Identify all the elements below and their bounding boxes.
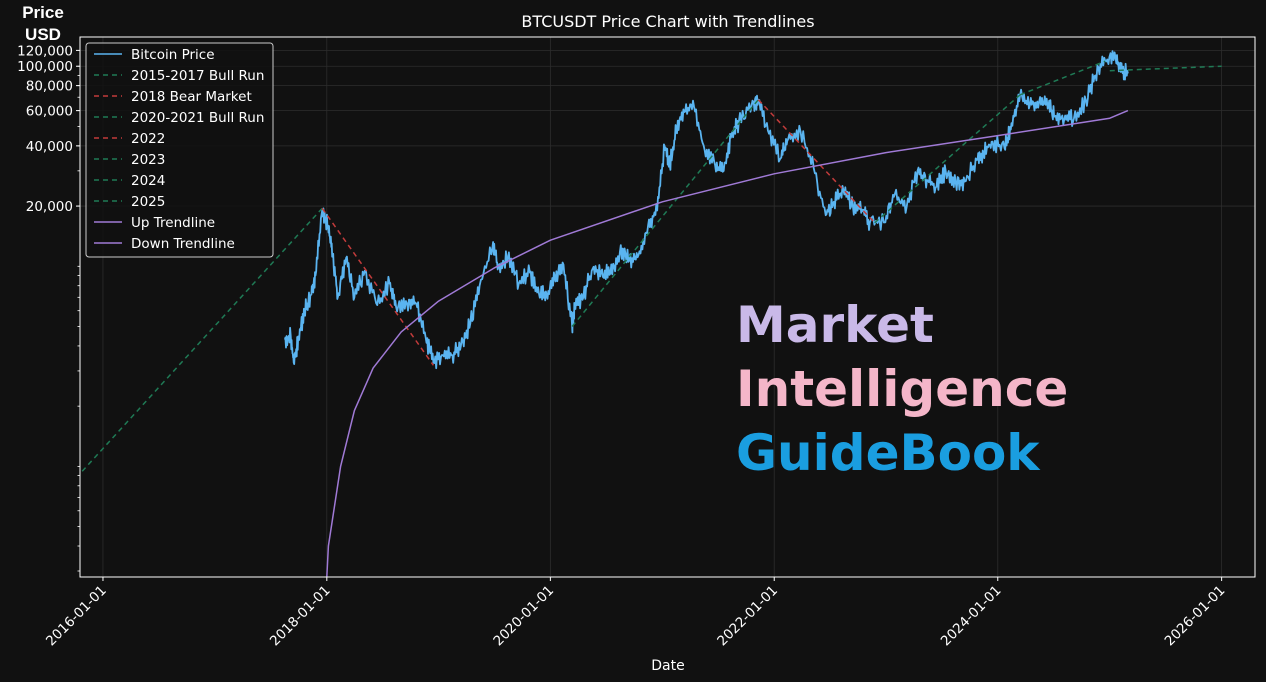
legend-label: 2020-2021 Bull Run (131, 110, 264, 126)
grid-layer (80, 37, 1255, 577)
x-tick-label: 2020-01-01 (490, 583, 557, 650)
legend-label: 2023 (131, 152, 165, 168)
series-line-2020-2021-bull-run (571, 99, 759, 327)
chart-title: BTCUSDT Price Chart with Trendlines (521, 12, 814, 31)
series-line-up-trendline (326, 109, 1129, 577)
series-line-2018-bear-market (321, 207, 435, 366)
y-axis-label: Price USD (8, 2, 78, 46)
series-line-2015-2017-bull-run (80, 207, 323, 475)
y-axis-label-line-2: USD (25, 25, 61, 44)
y-tick-label: 60,000 (26, 104, 73, 120)
y-tick-label: 80,000 (26, 79, 73, 95)
y-tick-label: 20,000 (26, 199, 73, 215)
series-line-2023 (874, 94, 1021, 224)
y-tick-label: 100,000 (17, 59, 73, 75)
series-line-bitcoin-price (284, 50, 1129, 370)
legend-label: 2024 (131, 173, 165, 189)
legend-label: 2022 (131, 131, 165, 147)
watermark-line-intelligence: Intelligence (736, 360, 1069, 418)
y-axis-label-line-1: Price (22, 3, 64, 22)
series-layer (80, 50, 1222, 577)
legend-box (85, 42, 274, 258)
series-line-2024 (1019, 60, 1106, 96)
watermark-line-guidebook: GuideBook (736, 424, 1040, 482)
x-axis-label: Date (651, 658, 684, 674)
legend-label: Bitcoin Price (131, 47, 215, 63)
legend-label: Down Trendline (131, 236, 235, 252)
x-tick-label: 2026-01-01 (1162, 583, 1229, 650)
legend-label: Up Trendline (131, 215, 215, 231)
legend-label: 2018 Bear Market (131, 89, 252, 105)
series-line-2025 (1109, 65, 1222, 72)
x-tick-label: 2024-01-01 (938, 583, 1005, 650)
y-tick-label: 40,000 (26, 139, 73, 155)
legend-label: 2025 (131, 194, 165, 210)
y-tick-label: 120,000 (17, 43, 73, 59)
series-line-2022 (757, 99, 876, 224)
legend: Bitcoin Price 2015-2017 Bull Run 2018 Bear… (85, 42, 274, 258)
plot-frame (79, 36, 1256, 578)
legend-label: 2015-2017 Bull Run (131, 68, 264, 84)
x-tick-label: 2018-01-01 (267, 583, 334, 650)
watermark-line-market: Market (736, 296, 934, 354)
x-tick-label: 2016-01-01 (43, 583, 110, 650)
x-tick-label: 2022-01-01 (714, 583, 781, 650)
